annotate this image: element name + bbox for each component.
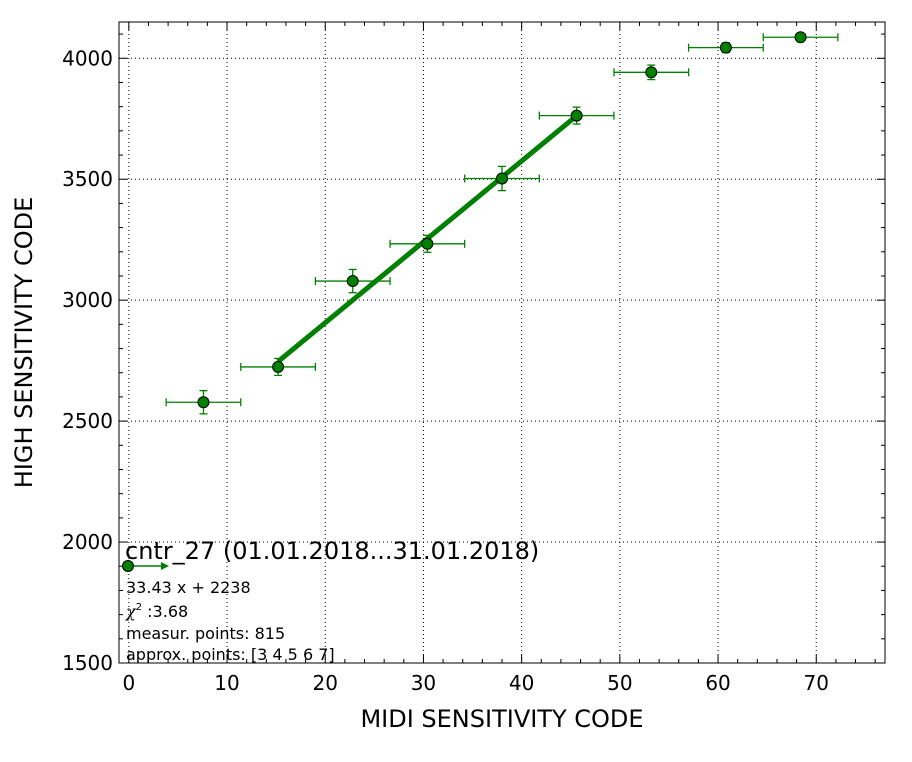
x-tick-label: 30 [411, 671, 436, 695]
data-point [464, 165, 540, 192]
point-marker [421, 237, 434, 250]
x-tick-label: 40 [509, 671, 534, 695]
point-marker [496, 172, 508, 185]
data-point [762, 31, 839, 44]
x-tick-label: 20 [313, 671, 338, 695]
legend-arrow [161, 562, 169, 570]
legend-marker [122, 560, 169, 572]
data-point [538, 106, 615, 125]
y-tick-label: 1500 [62, 651, 113, 675]
annotation-measur-points: measur. points: 815 [126, 624, 285, 643]
point-marker [346, 275, 359, 288]
x-tick-label: 50 [607, 671, 632, 695]
annotation-chi-square: χ2 :3.68 [125, 602, 188, 621]
point-marker [645, 66, 658, 79]
grid [119, 22, 885, 663]
point-marker [719, 41, 732, 54]
y-axis-label: HIGH SENSITIVITY CODE [10, 197, 38, 489]
data-point [240, 357, 317, 377]
annotation-title: cntr_27 (01.01.2018...31.01.2018) [125, 537, 539, 565]
data-point [165, 389, 242, 415]
x-axis-label: MIDI SENSITIVITY CODE [360, 705, 643, 733]
data-point [314, 268, 391, 294]
x-tick-label: 0 [122, 671, 135, 695]
annotation-equation: 33.43 x + 2238 [126, 578, 251, 597]
x-axis-ticks: 0 10 20 30 40 50 60 70 [122, 22, 876, 695]
x-tick-label: 10 [214, 671, 239, 695]
x-tick-label: 60 [705, 671, 730, 695]
chi-value: :3.68 [142, 602, 188, 621]
plot-frame [118, 21, 886, 664]
point-marker [272, 360, 285, 373]
y-tick-label: 2000 [62, 530, 113, 554]
y-tick-label: 3500 [62, 167, 113, 191]
fit-annotation: cntr_27 (01.01.2018...31.01.2018) 33.43 … [122, 537, 539, 664]
y-tick-label: 4000 [62, 46, 113, 70]
data-point [389, 234, 466, 253]
point-marker [794, 31, 807, 44]
point-marker [197, 396, 210, 409]
data-point [687, 41, 764, 54]
x-tick-label: 70 [804, 671, 829, 695]
y-axis-ticks: 1500 2000 2500 3000 3500 4000 [62, 33, 885, 675]
legend-marker-dot [122, 560, 134, 572]
y-tick-label: 3000 [62, 288, 113, 312]
point-marker [570, 109, 583, 122]
chi-symbol: χ [125, 602, 137, 621]
annotation-approx-points: approx. points: [3 4 5 6 7] [126, 645, 335, 664]
data-points [165, 31, 839, 415]
data-point [613, 64, 690, 81]
chi-exponent: 2 [136, 602, 142, 613]
y-tick-label: 2500 [62, 409, 113, 433]
